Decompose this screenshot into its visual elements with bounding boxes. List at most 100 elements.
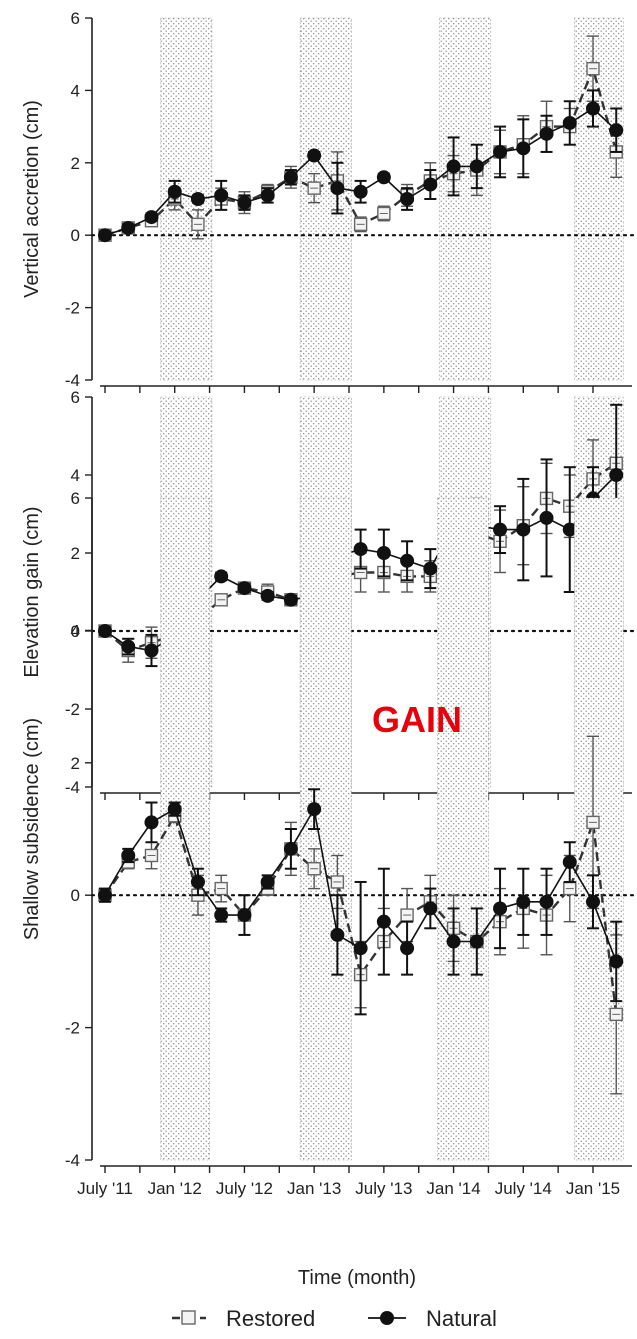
data-point-natural xyxy=(446,159,461,174)
data-point-natural xyxy=(214,188,229,203)
gain-overlay-label: GAIN xyxy=(372,699,462,740)
data-point-natural xyxy=(423,901,438,916)
y-tick-label: -2 xyxy=(65,700,80,719)
data-point-natural xyxy=(586,101,600,116)
shaded-period xyxy=(437,497,489,1161)
data-point-natural xyxy=(469,159,484,174)
y-tick-label: 4 xyxy=(71,621,80,640)
y-tick-label: 6 xyxy=(71,388,80,407)
data-point-natural xyxy=(516,141,531,156)
data-point-natural xyxy=(423,177,438,192)
data-point-natural xyxy=(121,220,136,235)
y-tick-label: 4 xyxy=(71,466,80,485)
x-axis-tick-labels: July '11 Jan '12 July '12 Jan '13 July '13 Ja… xyxy=(77,1179,620,1198)
y-tick-label: 0 xyxy=(71,622,80,641)
y-tick-label: 6 xyxy=(71,489,80,508)
data-point-natural xyxy=(353,542,368,557)
y-tick-label: -2 xyxy=(65,1019,80,1038)
data-point-natural xyxy=(376,170,391,185)
legend-restored-marker xyxy=(181,1310,196,1325)
panels: -4 -2 0 2 4 6 Vertical accretion (cm) -4 -2 0 2 4 6 E… xyxy=(21,9,636,1173)
data-point-natural xyxy=(190,874,205,889)
x-tick-label: July '12 xyxy=(216,1179,273,1198)
y-axis-label: Vertical accretion (cm) xyxy=(21,100,43,298)
shaded-period xyxy=(160,497,210,1161)
data-point-natural xyxy=(400,553,415,568)
data-point-natural xyxy=(586,894,600,909)
data-point-natural xyxy=(562,115,577,130)
data-point-natural xyxy=(214,569,229,584)
data-point-natural xyxy=(539,126,554,141)
data-point-natural xyxy=(353,941,368,956)
data-point-natural xyxy=(167,184,182,199)
y-tick-label: -4 xyxy=(65,778,80,797)
series-natural xyxy=(98,788,624,1016)
data-point-natural xyxy=(539,510,554,525)
panel-3: -4 -2 0 2 4 6 Shallow subsidence (cm) xyxy=(21,489,636,1173)
data-point-natural xyxy=(283,170,298,185)
data-point-natural xyxy=(144,210,159,225)
data-point-natural xyxy=(609,468,624,482)
data-point-natural xyxy=(609,954,624,969)
data-point-natural xyxy=(307,802,322,817)
data-point-natural xyxy=(307,148,322,163)
y-tick-label: 4 xyxy=(71,81,80,100)
y-tick-label: 6 xyxy=(71,9,80,28)
x-tick-label: July '14 xyxy=(495,1179,552,1198)
data-point-natural xyxy=(353,184,368,199)
data-point-natural xyxy=(516,894,531,909)
data-point-natural xyxy=(609,123,624,138)
y-tick-label: 0 xyxy=(71,226,80,245)
data-point-natural xyxy=(493,901,508,916)
shaded-period xyxy=(299,17,352,381)
data-point-natural xyxy=(121,639,136,654)
data-point-natural xyxy=(237,195,252,210)
data-point-natural xyxy=(493,144,508,159)
data-point-natural xyxy=(446,934,461,949)
data-point-natural xyxy=(330,927,345,942)
data-point-natural xyxy=(98,228,112,243)
series-natural xyxy=(98,89,624,243)
y-tick-label: 2 xyxy=(71,754,80,773)
data-point-natural xyxy=(98,888,112,903)
legend-natural-marker xyxy=(380,1311,394,1325)
x-tick-label: July '13 xyxy=(355,1179,412,1198)
data-point-natural xyxy=(144,815,159,830)
data-point-natural xyxy=(98,624,112,638)
data-point-natural xyxy=(144,643,159,658)
data-point-natural xyxy=(376,914,391,929)
y-tick-label: 0 xyxy=(71,886,80,905)
shaded-period xyxy=(439,17,492,381)
y-tick-label: -2 xyxy=(65,299,80,318)
y-tick-label: 2 xyxy=(71,154,80,173)
data-point-natural xyxy=(516,522,531,537)
data-point-natural xyxy=(121,848,136,863)
data-point-natural xyxy=(237,581,252,596)
data-point-natural xyxy=(562,522,577,537)
data-point-natural xyxy=(469,934,484,949)
data-point-natural xyxy=(400,941,415,956)
shaded-period xyxy=(574,17,624,381)
data-point-natural xyxy=(400,192,415,206)
x-tick-label: Jan '15 xyxy=(566,1179,620,1198)
data-point-natural xyxy=(493,522,508,537)
data-point-natural xyxy=(283,592,298,607)
x-tick-label: Jan '14 xyxy=(426,1179,480,1198)
data-point-natural xyxy=(423,561,438,576)
data-point-natural xyxy=(237,908,252,923)
legend-natural-label: Natural xyxy=(426,1306,497,1331)
y-axis-label: Shallow subsidence (cm) xyxy=(21,718,43,940)
panel-1: -4 -2 0 2 4 6 Vertical accretion (cm) xyxy=(21,9,636,393)
data-point-natural xyxy=(214,908,229,923)
y-axis-label: Elevation gain (cm) xyxy=(21,506,43,677)
x-tick-label: July '11 xyxy=(77,1179,133,1198)
data-point-natural xyxy=(283,841,298,856)
data-point-natural xyxy=(562,855,577,870)
data-point-natural xyxy=(260,588,275,603)
y-tick-label: 2 xyxy=(71,544,80,563)
data-point-natural xyxy=(260,188,275,203)
data-point-natural xyxy=(260,874,275,889)
shaded-period xyxy=(299,497,352,1161)
